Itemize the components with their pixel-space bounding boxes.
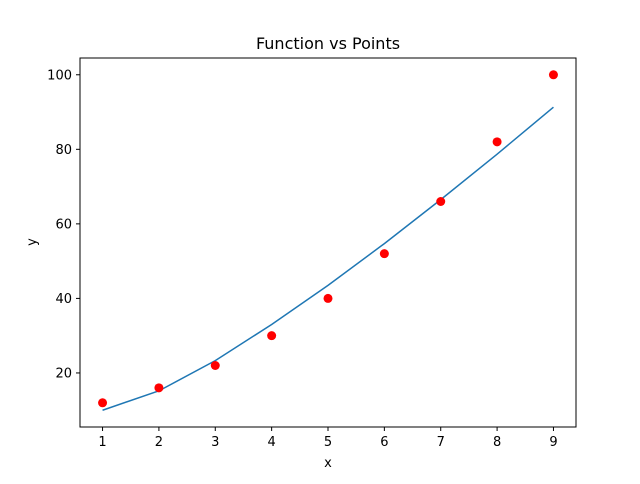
y-tick-label: 40: [55, 292, 72, 307]
y-tick-label: 80: [55, 143, 72, 158]
x-tick-label: 8: [493, 435, 501, 450]
x-tick-label: 3: [211, 435, 219, 450]
data-point: [436, 197, 445, 206]
chart-title: Function vs Points: [256, 34, 400, 53]
y-tick-label: 60: [55, 217, 72, 232]
x-tick-label: 9: [549, 435, 557, 450]
y-tick-label: 100: [47, 68, 72, 83]
x-axis-label: x: [324, 456, 332, 471]
y-axis: 20 40 60 80 100: [47, 68, 80, 381]
x-tick-label: 7: [437, 435, 445, 450]
data-point: [154, 383, 163, 392]
x-axis: 1 2 3 4 5 6 7 8 9: [98, 427, 557, 450]
y-tick-label: 20: [55, 366, 72, 381]
y-axis-label: y: [25, 238, 40, 246]
data-point: [549, 70, 558, 79]
plot-area: [98, 70, 558, 410]
x-tick-label: 5: [324, 435, 332, 450]
plot-frame: [80, 58, 576, 427]
series-line: [103, 107, 554, 410]
data-point: [267, 331, 276, 340]
data-point: [324, 294, 333, 303]
data-point: [493, 137, 502, 146]
data-point: [98, 398, 107, 407]
data-point: [211, 361, 220, 370]
data-point: [380, 249, 389, 258]
x-tick-label: 1: [98, 435, 106, 450]
x-tick-label: 4: [267, 435, 275, 450]
x-tick-label: 6: [380, 435, 388, 450]
x-tick-label: 2: [155, 435, 163, 450]
